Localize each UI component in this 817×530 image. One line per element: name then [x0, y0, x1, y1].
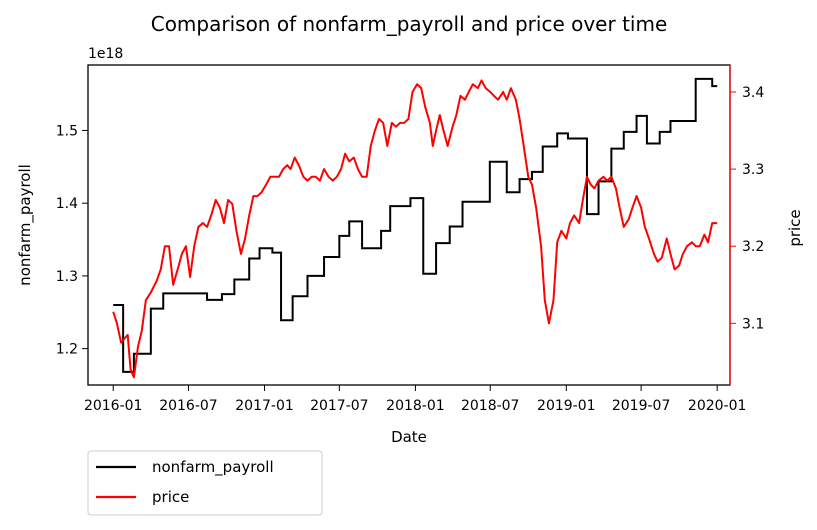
plot-area	[87, 64, 731, 386]
x-tick-label: 2018-01	[386, 398, 445, 414]
x-tick-label: 2019-01	[537, 398, 596, 414]
legend-label-nonfarm-payroll: nonfarm_payroll	[152, 458, 274, 477]
y1-tick-label: 1.5	[56, 123, 78, 139]
y2-tick-label: 3.4	[742, 85, 764, 101]
x-tick-label: 2017-01	[235, 398, 294, 414]
y1-offset-label: 1e18	[88, 46, 123, 62]
chart-title: Comparison of nonfarm_payroll and price …	[151, 12, 668, 36]
y1-tick-label: 1.4	[56, 196, 78, 212]
y2-tick-label: 3.2	[742, 239, 764, 255]
legend-box	[87, 450, 323, 516]
y1-tick-label: 1.2	[56, 342, 78, 358]
left-y-axis: 1.2 1.3 1.4 1.5	[56, 123, 88, 358]
y2-tick-label: 3.3	[742, 162, 764, 178]
legend-label-price: price	[152, 488, 189, 506]
x-tick-label: 2018-07	[461, 398, 520, 414]
x-tick-label: 2016-07	[159, 398, 218, 414]
price-line	[112, 79, 718, 379]
right-y-axis: 3.1 3.2 3.3 3.4	[729, 65, 764, 385]
y1-axis-label: nonfarm_payroll	[16, 164, 35, 286]
x-axis: 2016-01 2016-07 2017-01 2017-07 2018-01 2018-…	[84, 385, 746, 414]
y2-axis-label: price	[786, 209, 804, 246]
x-tick-label: 2020-01	[688, 398, 747, 414]
x-tick-label: 2019-07	[612, 398, 671, 414]
x-axis-label: Date	[391, 428, 427, 446]
y1-tick-label: 1.3	[56, 269, 78, 285]
price-series	[112, 79, 718, 379]
nonfarm-payroll-series	[113, 77, 718, 373]
nonfarm-payroll-line	[113, 77, 718, 373]
x-tick-label: 2016-01	[84, 398, 143, 414]
legend: nonfarm_payroll price	[87, 450, 323, 516]
x-tick-label: 2017-07	[310, 398, 369, 414]
y2-tick-label: 3.1	[742, 316, 764, 332]
